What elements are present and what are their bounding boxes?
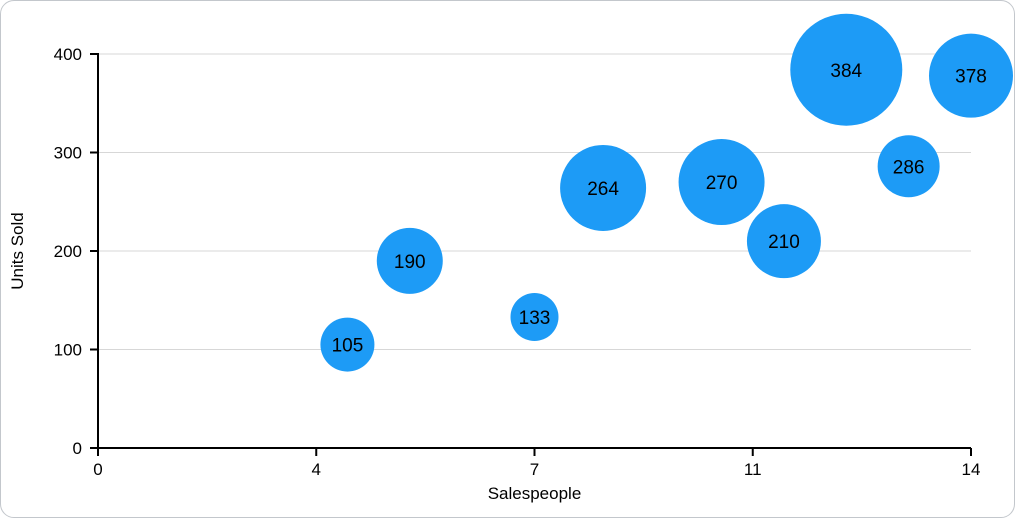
x-tick-label: 7 — [530, 460, 539, 479]
bubble-circle — [560, 144, 647, 231]
bubble-105: 105 — [320, 317, 375, 372]
bubble-value-label: 105 — [332, 336, 364, 357]
bubble-value-label: 270 — [706, 173, 738, 194]
bubble-270: 270 — [678, 139, 765, 226]
bubble-value-label: 210 — [768, 232, 800, 253]
y-tick-label: 300 — [54, 144, 82, 163]
bubble-circle — [678, 139, 765, 226]
bubble-value-label: 133 — [519, 308, 551, 329]
x-tick-label: 0 — [93, 460, 102, 479]
bubble-value-label: 378 — [955, 67, 987, 88]
bubble-value-label: 384 — [830, 61, 862, 82]
y-tick-label: 200 — [54, 242, 82, 261]
bubble-circle — [376, 227, 443, 294]
bubble-264: 264 — [560, 144, 647, 231]
bubble-378: 378 — [929, 33, 1013, 118]
x-tick-label: 11 — [744, 460, 762, 479]
bubble-210: 210 — [746, 204, 821, 279]
bubble-value-label: 264 — [587, 179, 619, 200]
bubble-value-label: 286 — [893, 157, 925, 178]
bubble-circle — [510, 292, 559, 341]
bubble-circle — [877, 135, 940, 198]
bubble-286: 286 — [877, 135, 940, 198]
y-axis-title: Units Sold — [8, 212, 27, 289]
y-tick-label: 100 — [54, 341, 82, 360]
bubble-133: 133 — [510, 292, 559, 341]
x-axis-title: Salespeople — [488, 484, 582, 503]
x-tick-label: 4 — [312, 460, 321, 479]
bubble-circle — [929, 33, 1013, 118]
bubble-value-label: 190 — [394, 252, 426, 273]
x-tick-label: 14 — [962, 460, 981, 479]
y-tick-label: 400 — [54, 45, 82, 64]
bubble-circle — [320, 317, 375, 372]
bubble-circle — [746, 204, 821, 279]
y-tick-label: 0 — [73, 439, 82, 458]
bubble-190: 190 — [376, 227, 443, 294]
bubble-384: 384 — [790, 13, 903, 126]
bubble-circle — [790, 13, 903, 126]
